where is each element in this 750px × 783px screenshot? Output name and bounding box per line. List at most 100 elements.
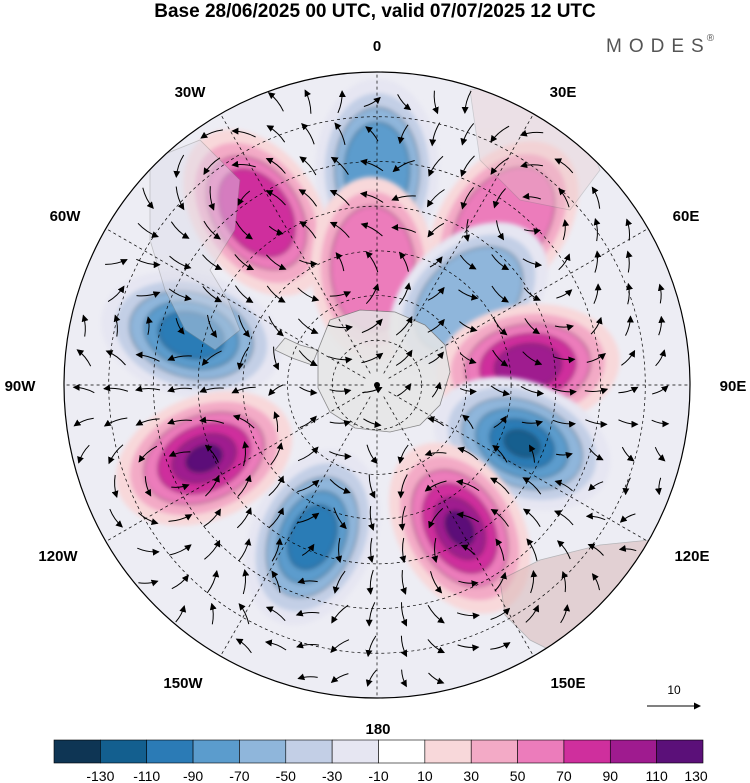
- wind-arrow: [554, 158, 574, 174]
- wind-arrow: [622, 477, 631, 496]
- lon-label-0: 0: [373, 38, 381, 55]
- wind-arrow: [397, 94, 412, 111]
- anomaly-cell: [183, 129, 330, 297]
- colorbar-swatch: [192, 739, 240, 764]
- wind-arrow: [519, 129, 544, 137]
- wind-arrow: [585, 512, 606, 521]
- wind-arrow: [231, 127, 256, 138]
- wind-arrow: [175, 186, 185, 211]
- wind-arrow: [561, 570, 569, 593]
- wind-arrow: [657, 283, 665, 304]
- meridian-line: [388, 391, 649, 542]
- graticule: [64, 72, 690, 698]
- lon-label-90w: 90W: [5, 378, 37, 395]
- colorbar-swatch: [378, 739, 426, 764]
- wind-arrow: [363, 418, 382, 428]
- wind-arrow: [397, 124, 409, 145]
- reference-vector-label: 10: [667, 683, 681, 697]
- wind-arrow: [268, 507, 284, 529]
- wind-arrow: [272, 346, 280, 371]
- wind-arrow: [107, 285, 125, 303]
- wind-arrow: [591, 186, 601, 209]
- wind-arrow: [297, 287, 320, 302]
- wind-arrow: [205, 474, 220, 497]
- longitude-labels: 0 30E 60E 90E 120E 150E 180 150W 120W 90…: [5, 38, 747, 738]
- wind-arrow: [552, 419, 576, 428]
- wind-arrow: [625, 218, 633, 241]
- wind-arrow: [618, 386, 639, 394]
- meridian-line: [220, 396, 371, 657]
- wind-arrow: [329, 419, 352, 427]
- wind-arrow: [585, 419, 608, 428]
- wind-arrow: [522, 351, 543, 366]
- wind-arrow: [651, 419, 670, 428]
- colorbar-tick-label: 10: [417, 768, 433, 783]
- wind-arrow: [199, 416, 225, 424]
- wind-arrow: [494, 571, 507, 592]
- wind-arrow: [594, 250, 602, 273]
- wind-arrow: [201, 350, 222, 366]
- wind-arrow: [456, 511, 479, 523]
- wind-arrow: [297, 479, 320, 493]
- wind-arrow: [491, 285, 509, 303]
- wind-arrow: [199, 386, 224, 393]
- colorbar-swatch: [53, 739, 101, 764]
- wind-arrow: [492, 188, 506, 209]
- wind-arrow: [556, 540, 571, 560]
- lon-label-150e: 150E: [550, 675, 585, 692]
- wind-arrow: [625, 250, 633, 273]
- wind-arrow: [456, 612, 480, 620]
- wind-arrow: [105, 259, 128, 266]
- wind-arrow: [301, 543, 315, 556]
- colorbar-swatch: [331, 739, 379, 764]
- wind-arrow: [327, 324, 353, 332]
- wind-arrow: [366, 444, 378, 465]
- wind-arrow: [270, 442, 284, 466]
- wind-arrow: [359, 190, 384, 203]
- wind-arrow: [297, 512, 320, 524]
- anomaly-contour: [287, 505, 338, 570]
- wind-arrow: [428, 672, 445, 685]
- wind-arrow: [238, 603, 250, 625]
- wind-arrow: [392, 160, 415, 173]
- wind-arrow: [111, 474, 119, 498]
- wind-arrow: [299, 259, 318, 268]
- wind-arrow: [238, 538, 252, 562]
- wind-arrow: [625, 315, 634, 336]
- wind-arrow: [490, 477, 510, 495]
- map-field: [64, 72, 690, 698]
- wind-arrow: [553, 356, 576, 364]
- wind-arrow: [593, 217, 601, 242]
- anomaly-contour: [158, 311, 225, 359]
- wind-arrow: [268, 475, 285, 496]
- wind-arrow: [209, 602, 217, 625]
- wind-arrow: [524, 318, 541, 335]
- wind-arrow: [297, 577, 318, 585]
- wind-arrow: [430, 571, 443, 594]
- wind-arrow: [242, 569, 250, 595]
- wind-arrow: [236, 507, 252, 529]
- wind-arrow: [368, 474, 376, 499]
- lon-label-180: 180: [365, 721, 390, 738]
- wind-arrow: [492, 445, 508, 463]
- wind-arrow: [429, 122, 441, 147]
- wind-arrow: [459, 388, 477, 396]
- wind-arrow: [329, 479, 351, 494]
- wind-arrow: [146, 316, 153, 335]
- wind-arrow: [590, 316, 603, 335]
- wind-arrow: [297, 446, 319, 462]
- wind-arrow: [330, 156, 349, 175]
- colorbar-tick-label: 50: [510, 768, 526, 783]
- wind-arrow: [397, 444, 409, 464]
- map-title: Base 28/06/2025 00 UTC, valid 07/07/2025…: [154, 1, 596, 22]
- wind-arrow: [135, 385, 161, 393]
- wind-arrow: [529, 444, 536, 463]
- wind-arrow: [522, 477, 542, 495]
- wind-arrow: [167, 418, 192, 425]
- wind-arrow: [266, 285, 286, 303]
- wind-arrow: [618, 544, 637, 552]
- wind-arrow: [202, 254, 223, 271]
- wind-arrow: [333, 507, 347, 530]
- colorbar-tick-label: -30: [322, 768, 342, 783]
- wind-arrow: [558, 253, 571, 271]
